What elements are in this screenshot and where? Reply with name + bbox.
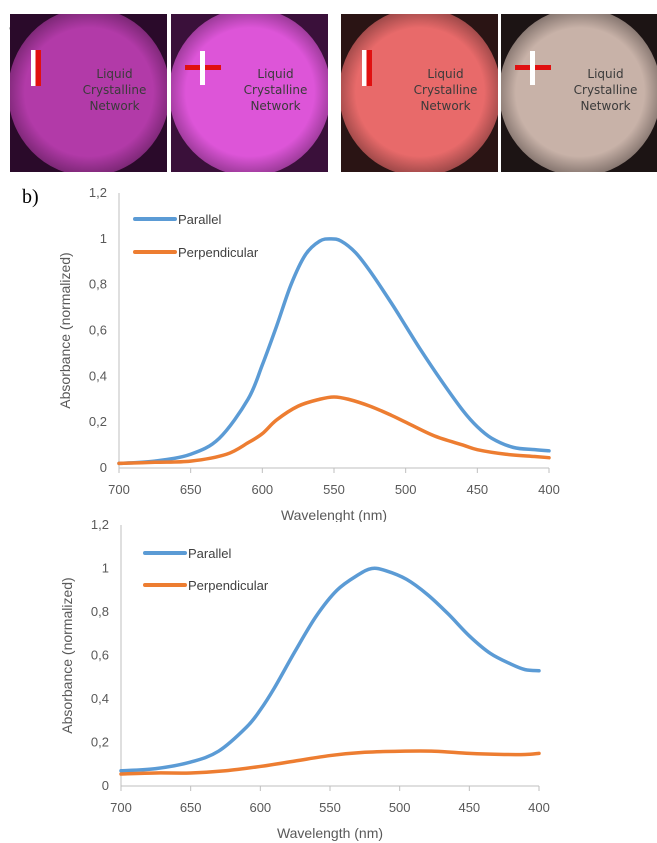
sample-label-line: Network [89, 99, 140, 113]
y-tick-label: 0,2 [89, 414, 107, 429]
chart-bottom: 0 0,2 0,4 0,6 0,8 1 1,2 700 650 600 550 500 450 400 Wa… [0, 516, 657, 843]
x-tick-label: 450 [466, 482, 488, 497]
sample-label-line: Crystalline [573, 83, 638, 97]
y-tick-label: 0,8 [89, 277, 107, 292]
sample-label-line: Crystalline [243, 83, 308, 97]
y-tick-label: 0,2 [91, 735, 109, 750]
photo-3: Liquid Crystalline Network [341, 14, 498, 172]
y-tick-label: 1 [100, 231, 107, 246]
sample-label-line: Network [420, 99, 471, 113]
photo-1: Liquid Crystalline Network [10, 14, 167, 172]
y-axis-title: Absorbance (normalized) [59, 577, 75, 733]
photo-4: Liquid Crystalline Network [501, 14, 657, 172]
y-axis-title: Absorbance (normalized) [57, 252, 73, 408]
series-line-perpendicular [119, 749, 541, 776]
sample-disc [341, 14, 498, 172]
sample-label: Liquid Crystalline Network [223, 66, 328, 114]
series-line-parallel [117, 237, 551, 466]
polarizer-marker-icon [515, 51, 551, 85]
y-tick-label: 0 [100, 460, 107, 475]
polarizer-marker-icon [362, 50, 372, 86]
x-tick-label: 500 [389, 800, 411, 815]
sample-disc [501, 14, 657, 172]
x-tick-label: 550 [323, 482, 345, 497]
sample-label-line: Liquid [587, 67, 624, 81]
legend-label: Parallel [178, 212, 221, 227]
y-tick-label: 0,6 [89, 323, 107, 338]
sample-label-line: Liquid [427, 67, 464, 81]
x-tick-label: 400 [538, 482, 560, 497]
x-tick-label: 700 [110, 800, 132, 815]
chart-top: 0 0,2 0,4 0,6 0,8 1 1,2 700 650 600 550 500 450 400 Wa… [0, 182, 657, 522]
y-tick-label: 1 [102, 561, 109, 576]
polarization-photos: Liquid Crystalline Network Liquid Crystalli… [10, 14, 657, 174]
x-tick-label: 600 [249, 800, 271, 815]
polarizer-marker-icon [31, 50, 41, 86]
sample-label-line: Crystalline [413, 83, 478, 97]
y-tick-label: 0,8 [91, 604, 109, 619]
photo-2: Liquid Crystalline Network [171, 14, 328, 172]
sample-label: Liquid Crystalline Network [553, 66, 657, 114]
legend-label: Perpendicular [188, 578, 269, 593]
sample-label-line: Network [250, 99, 301, 113]
sample-label: Liquid Crystalline Network [62, 66, 167, 114]
y-tick-label: 0,4 [91, 691, 109, 706]
legend-label: Perpendicular [178, 245, 259, 260]
series-line-perpendicular [117, 395, 551, 466]
y-tick-label: 0,6 [91, 648, 109, 663]
x-tick-label: 650 [180, 800, 202, 815]
x-tick-label: 450 [458, 800, 480, 815]
y-tick-label: 1,2 [89, 185, 107, 200]
y-tick-label: 0,4 [89, 368, 107, 383]
sample-label: Liquid Crystalline Network [393, 66, 498, 114]
x-tick-label: 550 [319, 800, 341, 815]
sample-label-line: Liquid [96, 67, 133, 81]
series-line-parallel [119, 566, 541, 773]
x-tick-label: 400 [528, 800, 550, 815]
x-tick-label: 500 [395, 482, 417, 497]
x-tick-label: 650 [180, 482, 202, 497]
y-tick-label: 1,2 [91, 517, 109, 532]
x-axis-title: Wavelenght (nm) [281, 507, 387, 522]
x-tick-label: 700 [108, 482, 130, 497]
sample-label-line: Crystalline [82, 83, 147, 97]
x-axis-title: Wavelength (nm) [277, 825, 383, 841]
y-tick-label: 0 [102, 778, 109, 793]
x-tick-label: 600 [251, 482, 273, 497]
sample-disc [10, 14, 167, 172]
sample-label-line: Liquid [257, 67, 294, 81]
polarizer-marker-icon [185, 51, 221, 85]
legend-label: Parallel [188, 546, 231, 561]
panel-label-b: b) [22, 186, 39, 208]
sample-label-line: Network [580, 99, 631, 113]
sample-disc [171, 14, 328, 172]
